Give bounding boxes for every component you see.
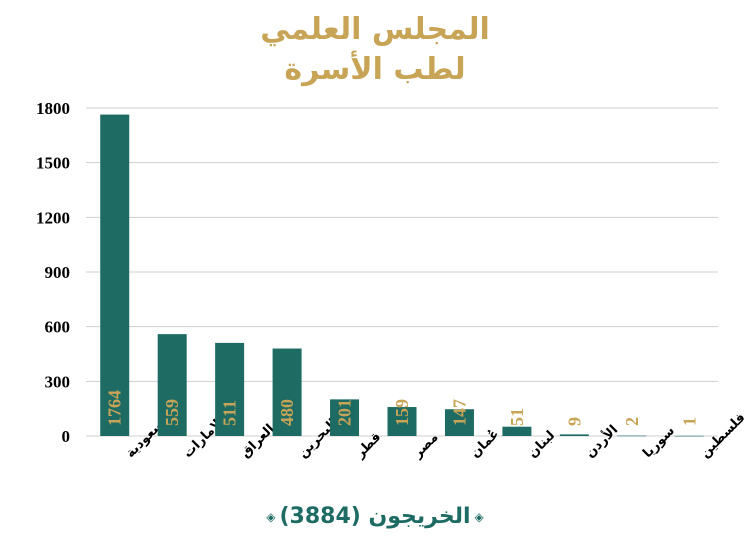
data-label: 2: [622, 417, 642, 426]
bar: [502, 426, 532, 436]
bar-chart: 03006009001200150018001764السعودية559الإ…: [36, 99, 748, 462]
bar: [617, 435, 647, 437]
bar: [272, 348, 302, 436]
bar: [674, 435, 704, 437]
bar: [157, 334, 187, 436]
y-tick-label: 900: [45, 263, 71, 282]
x-tick-label: سوريا: [640, 423, 678, 461]
bar: [559, 434, 589, 436]
data-label: 51: [507, 408, 527, 426]
x-tick-label: الأردن: [581, 421, 621, 461]
data-label: 201: [335, 399, 355, 426]
y-tick-label: 1500: [36, 154, 70, 173]
bar: [387, 407, 417, 436]
data-label: 9: [564, 417, 584, 426]
bar: [330, 399, 360, 436]
bar: [100, 114, 130, 436]
y-tick-label: 300: [45, 372, 71, 391]
data-label: 1764: [105, 390, 125, 426]
y-tick-label: 1200: [36, 208, 70, 227]
y-tick-label: 600: [45, 318, 71, 337]
bar: [444, 409, 474, 436]
data-label: 559: [162, 399, 182, 426]
data-label: 147: [449, 399, 469, 426]
chart-title-line-1: المجلس العلمي: [260, 12, 490, 47]
y-tick-label: 0: [62, 427, 71, 446]
bar: [215, 342, 245, 436]
graduates-total: الخريجون (3884): [279, 504, 471, 529]
data-label: 511: [220, 400, 240, 426]
data-label: 480: [277, 399, 297, 426]
chart-title-line-2: لطب الأسرة: [284, 52, 466, 87]
data-label: 159: [392, 399, 412, 426]
y-tick-label: 1800: [36, 99, 70, 118]
data-label: 1: [679, 417, 699, 426]
diamond-icon: ◈: [474, 510, 484, 524]
footer-caption: ◈الخريجون (3884)◈: [0, 504, 750, 529]
diamond-icon: ◈: [266, 510, 276, 524]
